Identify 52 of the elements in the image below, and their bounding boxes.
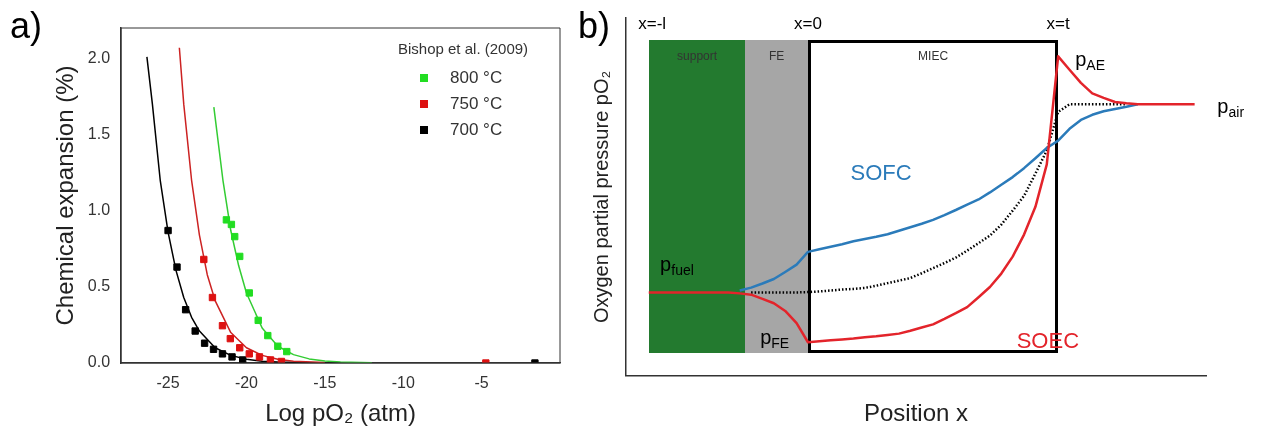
- legend-label: 750 °C: [450, 93, 503, 113]
- point: [236, 344, 244, 352]
- point: [218, 322, 227, 330]
- point: [200, 339, 209, 347]
- point: [200, 255, 208, 264]
- x-tick-label: -20: [234, 374, 259, 392]
- annotation: FE: [769, 48, 785, 63]
- point: [255, 353, 264, 361]
- point: [227, 220, 236, 229]
- text: x=t: [1046, 14, 1071, 34]
- point: [181, 306, 190, 314]
- point: [239, 356, 247, 363]
- y-axis-title: Oxygen partial pressure pO₂: [589, 70, 612, 324]
- x-axis-title: Log pO₂ (atm): [265, 399, 416, 427]
- point: [173, 263, 181, 271]
- legend-label: 700 °C: [450, 119, 503, 139]
- chart-title: b): [578, 4, 611, 46]
- point: [191, 327, 199, 335]
- point: [245, 350, 253, 358]
- y-tick-label: 1.5: [87, 125, 111, 142]
- point: [283, 347, 291, 356]
- y-tick-label: 0.5: [87, 277, 111, 295]
- annotation: MIEC: [918, 48, 949, 63]
- point: [254, 316, 262, 325]
- point: [228, 353, 236, 361]
- chart-title: a): [10, 4, 43, 46]
- point: [264, 331, 272, 340]
- point: [222, 216, 231, 224]
- y-axis-title: Chemical expansion (%): [51, 65, 79, 326]
- x-tick-label: -25: [156, 374, 180, 392]
- series-label: SOFC: [850, 159, 912, 185]
- point: [226, 334, 234, 343]
- x-tick-label: -5: [474, 374, 489, 392]
- point: [236, 252, 244, 261]
- point: [164, 226, 172, 235]
- point: [208, 293, 217, 302]
- x-tick-label: -10: [391, 374, 415, 392]
- legend-label: 800 °C: [450, 67, 503, 87]
- text: x=-l: [638, 14, 667, 34]
- y-tick-label: 0.0: [87, 353, 111, 371]
- annotation: support: [677, 48, 718, 63]
- point: [218, 350, 227, 358]
- legend-title: Bishop et al. (2009): [398, 40, 529, 58]
- y-tick-label: 1.0: [87, 201, 111, 219]
- x-tick-label: -15: [313, 374, 337, 392]
- text: x=0: [794, 14, 822, 34]
- x-axis-title: Position x: [863, 399, 969, 427]
- point: [274, 342, 282, 350]
- point: [245, 289, 253, 297]
- y-tick-label: 2.0: [87, 48, 111, 66]
- point: [231, 232, 239, 241]
- point: [209, 345, 218, 353]
